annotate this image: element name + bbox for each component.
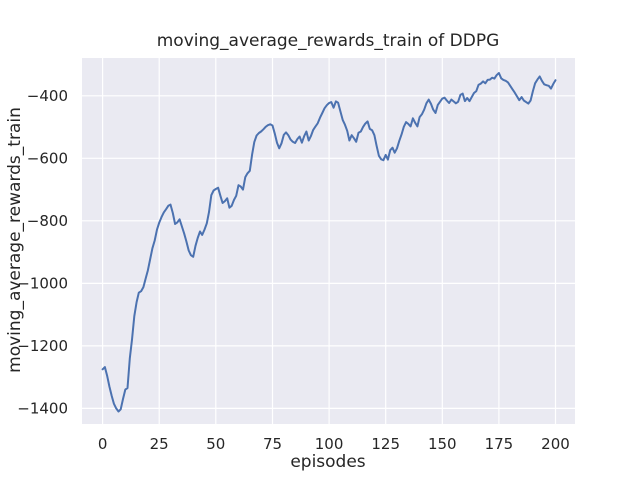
x-axis-label: episodes — [290, 452, 366, 472]
y-tick-label-1: −600 — [27, 149, 68, 167]
y-tick-label-4: −1200 — [17, 337, 68, 355]
chart-title: moving_average_rewards_train of DDPG — [156, 31, 500, 51]
y-tick-label-5: −1400 — [17, 399, 68, 417]
x-tick-label-2: 50 — [206, 435, 225, 453]
x-tick-label-8: 200 — [541, 435, 570, 453]
y-tick-label-3: −1000 — [17, 274, 68, 292]
x-tick-label-3: 75 — [263, 435, 282, 453]
x-tick-label-5: 125 — [371, 435, 400, 453]
x-tick-label-1: 25 — [150, 435, 169, 453]
series-line-0 — [101, 72, 557, 413]
x-tick-label-6: 150 — [428, 435, 457, 453]
y-tick-label-2: −800 — [27, 212, 68, 230]
x-tick-label-4: 100 — [315, 435, 344, 453]
x-tick-label-0: 0 — [98, 435, 108, 453]
y-tick-label-0: −400 — [27, 87, 68, 105]
y-axis-label: moving_average_rewards_train — [5, 107, 25, 373]
x-tick-label-7: 175 — [485, 435, 514, 453]
